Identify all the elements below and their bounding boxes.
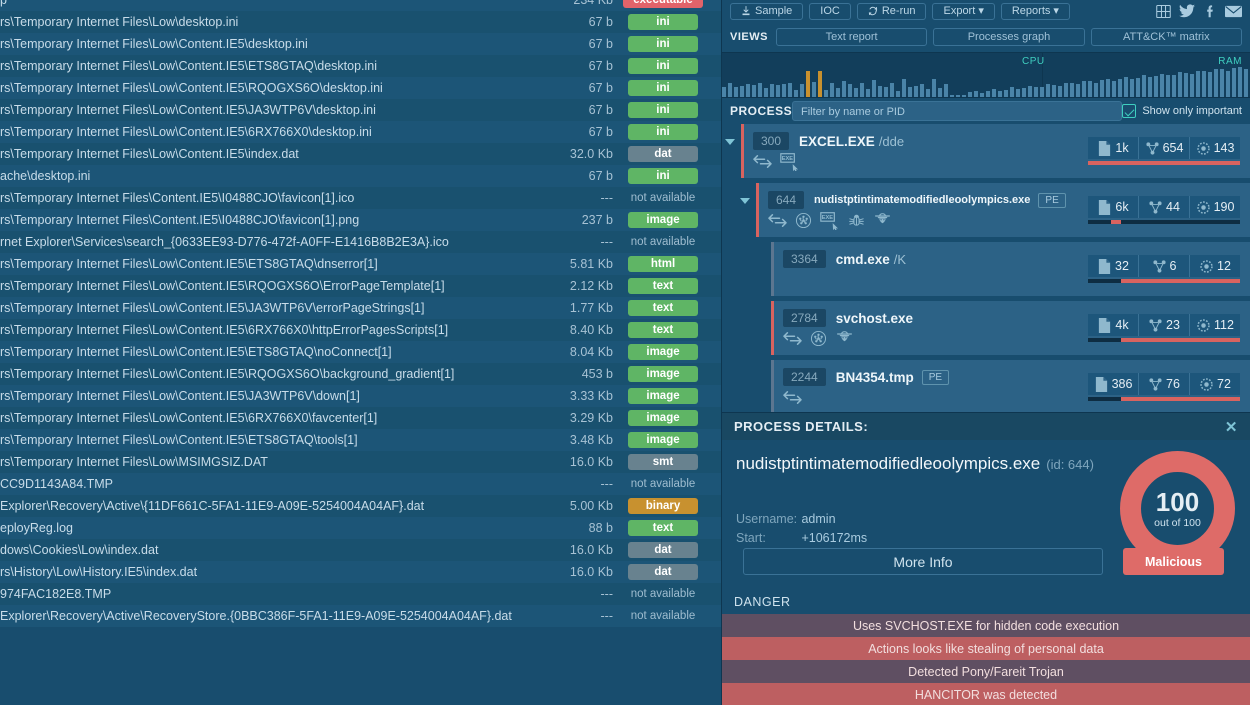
svg-text:EXE: EXE — [782, 155, 794, 161]
svg-text:EXE: EXE — [822, 214, 834, 220]
